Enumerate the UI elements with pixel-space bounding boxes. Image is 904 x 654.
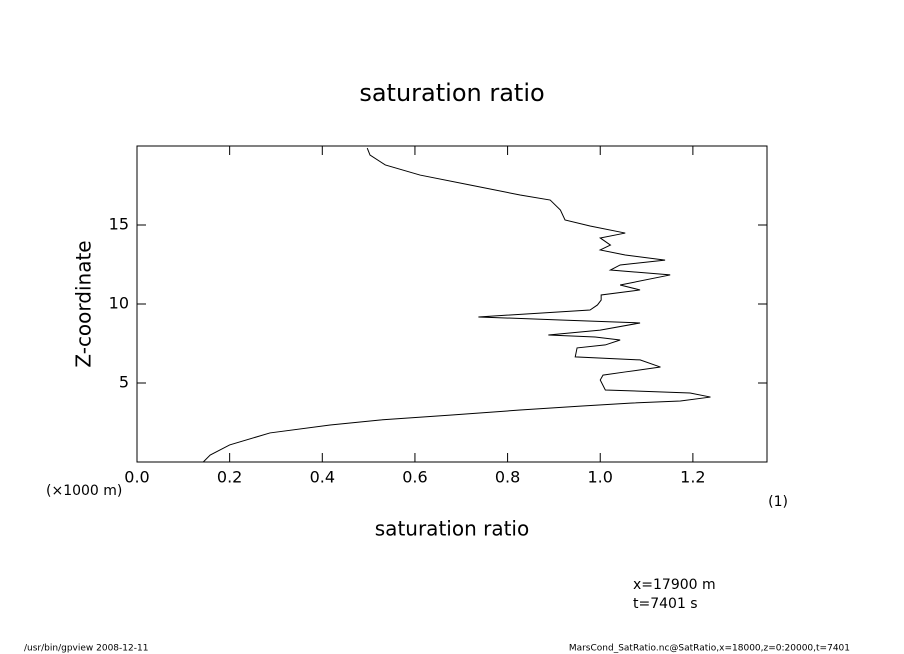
x-tick-label: 0.6	[402, 468, 427, 487]
x-tick-label: 0.2	[217, 468, 242, 487]
footer: MarsCond_SatRatio.nc@SatRatio,x=18000,z=…	[569, 644, 850, 654]
y-tick-label: 5	[119, 373, 129, 392]
x-tick-label: 1.2	[680, 468, 705, 487]
x-unit: (1)	[768, 494, 788, 510]
footer: /usr/bin/gpview 2008-12-11	[24, 644, 148, 654]
x-tick-label: 0.0	[124, 468, 149, 487]
y-unit: (×1000 m)	[46, 483, 122, 499]
y-axis-label: Z-coordinate	[72, 240, 96, 367]
annotation: t=7401 s	[633, 596, 698, 612]
annotation: x=17900 m	[633, 577, 716, 593]
data-line	[202, 147, 711, 463]
x-tick-label: 0.8	[495, 468, 520, 487]
y-tick-label: 15	[109, 215, 129, 234]
x-axis-label: saturation ratio	[375, 517, 529, 541]
chart-title: saturation ratio	[359, 79, 544, 107]
y-tick-label: 10	[109, 294, 129, 313]
x-tick-label: 1.0	[588, 468, 613, 487]
x-tick-label: 0.4	[310, 468, 335, 487]
